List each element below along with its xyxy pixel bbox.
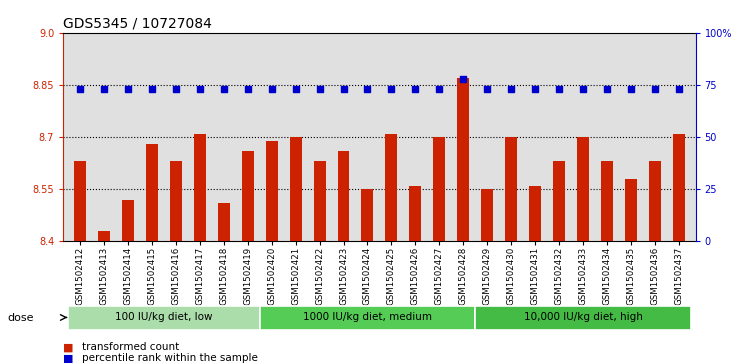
Point bbox=[218, 86, 230, 92]
Bar bbox=[338, 151, 350, 241]
Point bbox=[601, 86, 613, 92]
Bar bbox=[193, 134, 206, 241]
Text: GDS5345 / 10727084: GDS5345 / 10727084 bbox=[63, 16, 212, 30]
Point bbox=[458, 76, 469, 82]
Point bbox=[146, 86, 158, 92]
Point bbox=[649, 86, 661, 92]
Bar bbox=[98, 231, 110, 241]
Bar bbox=[289, 137, 301, 241]
Bar bbox=[170, 162, 182, 241]
Bar bbox=[433, 137, 446, 241]
Bar bbox=[385, 134, 397, 241]
Bar bbox=[475, 306, 691, 330]
Bar bbox=[313, 162, 326, 241]
Point bbox=[242, 86, 254, 92]
Bar bbox=[673, 134, 685, 241]
Text: dose: dose bbox=[7, 313, 34, 323]
Text: ■: ■ bbox=[63, 342, 74, 352]
Text: ■: ■ bbox=[63, 353, 74, 363]
Point bbox=[98, 86, 110, 92]
Bar bbox=[68, 306, 260, 330]
Point bbox=[673, 86, 684, 92]
Bar bbox=[362, 189, 373, 241]
Bar bbox=[409, 186, 421, 241]
Point bbox=[266, 86, 278, 92]
Bar bbox=[649, 162, 661, 241]
Point bbox=[194, 86, 206, 92]
Point bbox=[385, 86, 397, 92]
Bar bbox=[260, 306, 475, 330]
Point bbox=[625, 86, 637, 92]
Point bbox=[338, 86, 350, 92]
Bar bbox=[505, 137, 517, 241]
Point bbox=[314, 86, 326, 92]
Text: 10,000 IU/kg diet, high: 10,000 IU/kg diet, high bbox=[524, 313, 643, 322]
Bar bbox=[577, 137, 589, 241]
Bar bbox=[74, 162, 86, 241]
Point bbox=[122, 86, 134, 92]
Point bbox=[529, 86, 541, 92]
Bar bbox=[625, 179, 637, 241]
Bar bbox=[242, 151, 254, 241]
Point bbox=[74, 86, 86, 92]
Text: 100 IU/kg diet, low: 100 IU/kg diet, low bbox=[115, 313, 213, 322]
Point bbox=[433, 86, 445, 92]
Point bbox=[289, 86, 301, 92]
Bar bbox=[266, 140, 278, 241]
Bar bbox=[553, 162, 565, 241]
Point bbox=[481, 86, 493, 92]
Bar bbox=[122, 200, 134, 241]
Bar bbox=[218, 203, 230, 241]
Point bbox=[505, 86, 517, 92]
Point bbox=[362, 86, 373, 92]
Bar bbox=[481, 189, 493, 241]
Point bbox=[409, 86, 421, 92]
Text: 1000 IU/kg diet, medium: 1000 IU/kg diet, medium bbox=[303, 313, 432, 322]
Point bbox=[170, 86, 182, 92]
Bar bbox=[601, 162, 613, 241]
Text: transformed count: transformed count bbox=[82, 342, 179, 352]
Point bbox=[577, 86, 589, 92]
Bar bbox=[458, 78, 469, 241]
Text: percentile rank within the sample: percentile rank within the sample bbox=[82, 353, 257, 363]
Bar bbox=[529, 186, 541, 241]
Point bbox=[553, 86, 565, 92]
Bar bbox=[146, 144, 158, 241]
